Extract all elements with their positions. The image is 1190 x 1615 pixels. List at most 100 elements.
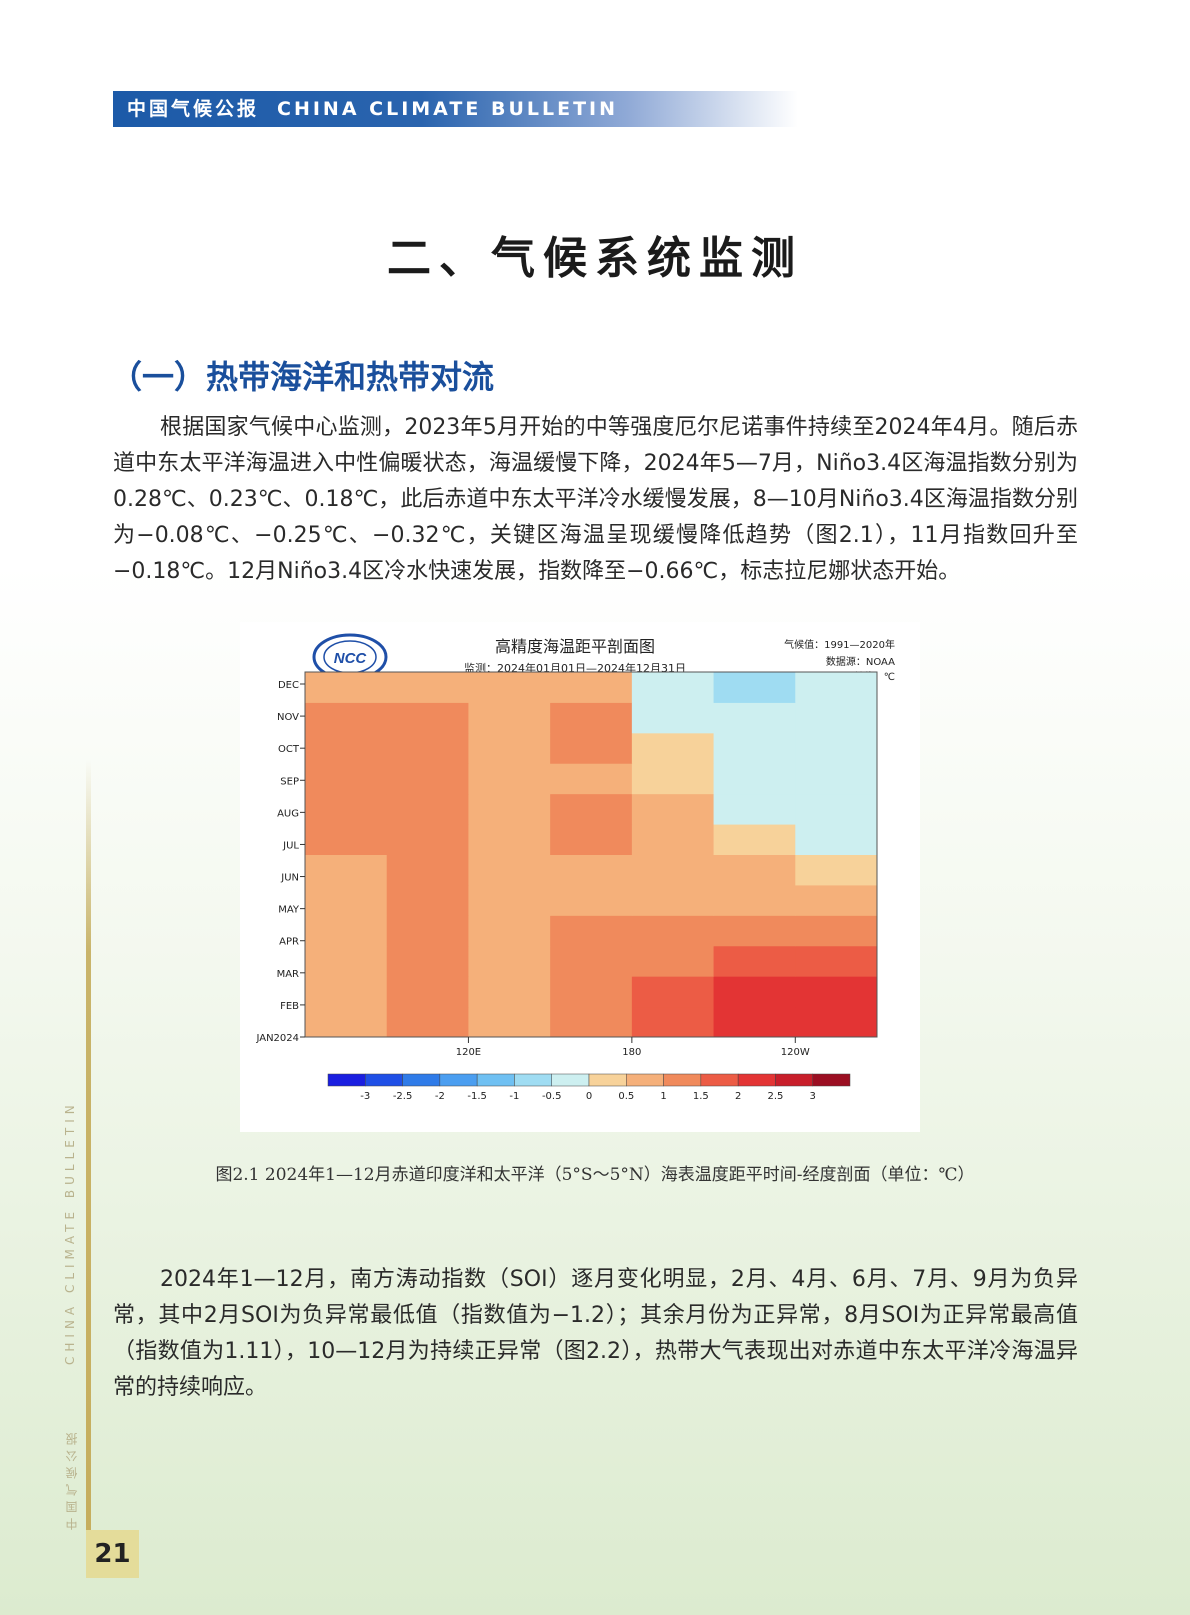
heatmap-cell: [550, 793, 633, 825]
heatmap-cell: [305, 763, 388, 795]
heatmap-cell: [795, 976, 878, 1008]
y-tick-label: FEB: [280, 1001, 299, 1012]
y-tick-label: APR: [279, 937, 299, 948]
side-decoration-line: [86, 760, 91, 1530]
heatmap-chart: NCC 高精度海温距平剖面图 监测：2024年01月01日—2024年12月31…: [255, 633, 895, 1102]
heatmap-cell: [795, 945, 878, 977]
colorbar-swatch: [514, 1073, 552, 1087]
heatmap-cell: [386, 1006, 469, 1038]
heatmap-cell: [550, 854, 633, 886]
colorbar-label: 2.5: [767, 1091, 783, 1102]
colorbar-swatch: [812, 1073, 851, 1087]
side-text-en: CHINA CLIMATE BULLETIN: [63, 1100, 77, 1365]
x-tick-label: 180: [622, 1047, 641, 1058]
heatmap-cell: [795, 702, 878, 734]
y-tick-label: JUN: [280, 873, 299, 884]
heatmap-cell: [631, 793, 715, 825]
heatmap-cell: [468, 915, 551, 947]
colorbar-label: -1: [509, 1091, 519, 1102]
heatmap-cell: [713, 945, 796, 977]
heatmap-cell: [713, 732, 796, 764]
heatmap-cell: [795, 824, 878, 855]
heatmap-cell: [631, 945, 715, 977]
heatmap-cell: [305, 915, 388, 947]
chapter-title: 二、气候系统监测: [387, 233, 803, 284]
heatmap-cell: [631, 915, 715, 947]
heatmap-cell: [631, 763, 715, 795]
colorbar-label: 1.5: [693, 1091, 709, 1102]
colorbar-label: -0.5: [542, 1091, 562, 1102]
colorbar-label: 3: [810, 1091, 816, 1102]
heatmap-cell: [631, 884, 715, 916]
meta-source: 数据源：NOAA: [826, 655, 895, 668]
heatmap-cell: [468, 945, 551, 977]
colorbar-swatch: [551, 1073, 590, 1087]
heatmap-cell: [713, 793, 796, 825]
colorbar-label: 0: [586, 1091, 592, 1102]
colorbar-label: 2: [735, 1091, 741, 1102]
heatmap-cell: [305, 854, 388, 886]
heatmap-cell: [305, 732, 388, 764]
heatmap-cell: [305, 945, 388, 977]
colorbar-swatch: [663, 1073, 702, 1087]
heatmap-cell: [550, 672, 633, 703]
sst-anomaly-figure: NCC 高精度海温距平剖面图 监测：2024年01月01日—2024年12月31…: [240, 622, 920, 1132]
heatmap-cell: [468, 763, 551, 795]
heatmap-cell: [305, 884, 388, 916]
heatmap-cell: [386, 945, 469, 977]
y-tick-label: JAN2024: [255, 1033, 299, 1044]
heatmap-cell: [713, 884, 796, 916]
heatmap-cell: [550, 945, 633, 977]
heatmap-cell: [795, 915, 878, 947]
paragraph-1: 根据国家气候中心监测，2023年5月开始的中等强度厄尔尼诺事件持续至2024年4…: [113, 415, 1078, 584]
heatmap-cell: [468, 884, 551, 916]
heatmap-cell: [468, 732, 551, 764]
heatmap-cell: [550, 915, 633, 947]
heatmap-cell: [386, 702, 469, 734]
heatmap-cell: [795, 793, 878, 825]
colorbar-swatch: [439, 1073, 478, 1087]
heatmap-cell: [550, 702, 633, 734]
heatmap-cell: [550, 884, 633, 916]
heatmap-cell: [550, 763, 633, 795]
bulletin-header-bar: 中国气候公报 CHINA CLIMATE BULLETIN: [113, 91, 798, 127]
colorbar-swatch: [700, 1073, 739, 1087]
side-text: 中国气候公报 CHINA CLIMATE BULLETIN: [63, 1100, 83, 1530]
colorbar-swatch: [402, 1073, 441, 1087]
page-number: 21: [86, 1530, 139, 1578]
heatmap-cell: [386, 732, 469, 764]
heatmap-cell: [713, 824, 796, 855]
colorbar-label: 0.5: [618, 1091, 634, 1102]
heatmap-cell: [305, 976, 388, 1008]
heatmap-cell: [631, 976, 715, 1008]
svg-text:NCC: NCC: [334, 650, 368, 667]
colorbar-swatch: [327, 1073, 366, 1087]
colorbar-swatch: [626, 1073, 664, 1087]
y-tick-label: MAR: [277, 969, 299, 980]
heatmap-cell: [305, 1006, 388, 1038]
x-tick-label: 120W: [781, 1047, 810, 1058]
header-en: CHINA CLIMATE BULLETIN: [277, 98, 618, 120]
heatmap-cell: [713, 672, 796, 703]
heatmap-cell: [713, 702, 796, 734]
heatmap-cell: [386, 793, 469, 825]
heatmap-cell: [386, 915, 469, 947]
heatmap-cell: [386, 824, 469, 855]
meta-climatology: 气候值：1991—2020年: [784, 638, 895, 651]
heatmap-cell: [386, 854, 469, 886]
heatmap-cell: [795, 884, 878, 916]
section-heading: （一）热带海洋和热带对流: [110, 358, 495, 396]
heatmap-cell: [386, 763, 469, 795]
figure-title: 高精度海温距平剖面图: [495, 637, 655, 656]
heatmap-cell: [631, 672, 715, 703]
heatmap-cell: [795, 763, 878, 795]
plot-frame: [304, 671, 878, 1038]
y-tick-label: SEP: [280, 776, 299, 787]
header-cn: 中国气候公报: [127, 98, 260, 120]
colorbar-swatch: [775, 1073, 813, 1087]
colorbar-swatch: [365, 1073, 403, 1087]
heatmap-cell: [550, 824, 633, 855]
heatmap-cell: [468, 1006, 551, 1038]
heatmap-cell: [550, 1006, 633, 1038]
heatmap-cell: [631, 824, 715, 855]
